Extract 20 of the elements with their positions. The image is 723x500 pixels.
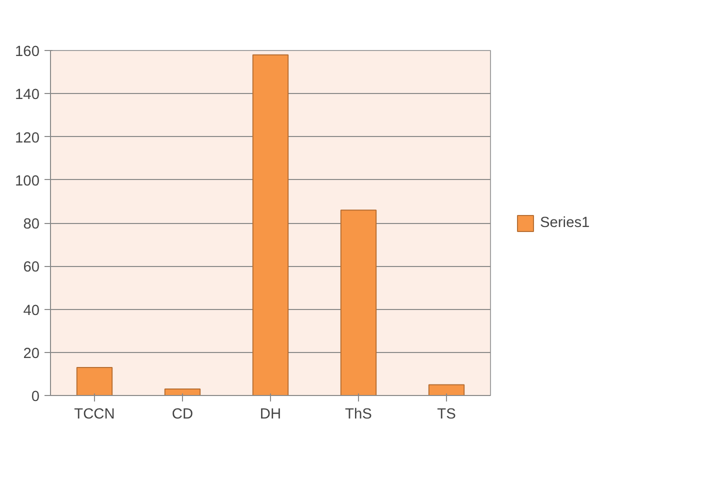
y-tick-label: 100 [15, 173, 40, 190]
x-tick-label: TCCN [74, 406, 115, 422]
bar [340, 210, 377, 396]
y-tick-label: 160 [15, 44, 40, 60]
y-tick-label: 20 [23, 346, 40, 362]
bar [164, 388, 201, 396]
legend-label: Series1 [540, 214, 590, 230]
y-tick-label: 40 [23, 302, 40, 319]
x-tick-label: TS [437, 406, 456, 422]
bar [76, 366, 113, 396]
y-tick-label: 80 [23, 216, 40, 232]
bar [428, 384, 465, 396]
x-tick-label: DH [260, 406, 282, 422]
y-tick-label: 60 [23, 260, 40, 276]
x-tick-label: ThS [345, 406, 372, 422]
y-tick-label: 0 [31, 389, 40, 405]
y-tick-label: 120 [15, 130, 40, 146]
y-tick-label: 140 [15, 87, 40, 104]
bar [252, 54, 289, 396]
x-tick-label: CD [172, 406, 194, 422]
